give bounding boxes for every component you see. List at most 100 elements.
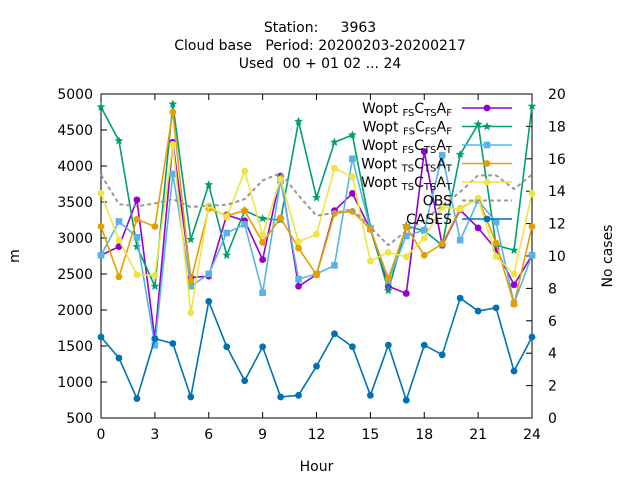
data-point <box>313 271 320 279</box>
data-point <box>402 396 410 404</box>
legend-label: Wopt FSCFSAF <box>363 120 453 138</box>
data-point <box>402 253 410 261</box>
data-point <box>366 257 374 265</box>
data-point <box>151 223 159 230</box>
data-point <box>294 116 303 126</box>
data-point <box>169 141 177 148</box>
data-point <box>259 343 267 351</box>
data-point <box>97 189 105 197</box>
y-tick-label: 2000 <box>57 303 93 319</box>
data-point <box>186 234 196 244</box>
data-point <box>295 244 302 252</box>
data-point <box>97 251 105 259</box>
y2-tick-label: 4 <box>548 346 557 362</box>
data-point <box>455 149 465 159</box>
axis-ticks: 0 3 6 9 12 15 18 21 2450010001500200025003000350… <box>57 87 566 443</box>
y-tick-label: 5000 <box>57 87 93 103</box>
data-point <box>168 99 178 108</box>
data-point <box>259 256 267 263</box>
data-point <box>115 273 123 281</box>
data-point <box>295 282 302 290</box>
data-point <box>312 193 321 202</box>
data-point <box>420 148 428 156</box>
data-point <box>492 253 500 261</box>
data-point <box>492 304 500 312</box>
data-point <box>366 391 374 399</box>
data-point <box>115 236 123 244</box>
data-point <box>492 218 500 226</box>
data-point <box>187 393 195 401</box>
data-point <box>204 180 214 189</box>
data-point <box>483 160 491 167</box>
data-point <box>510 367 518 375</box>
data-point <box>187 309 195 317</box>
data-point <box>438 351 446 359</box>
series-7 <box>97 294 536 404</box>
data-point <box>295 238 302 246</box>
y2-tick-label: 2 <box>548 379 557 395</box>
data-point <box>277 175 284 183</box>
data-point <box>438 240 446 248</box>
data-point <box>528 189 536 197</box>
y2-tick-label: 0 <box>548 411 557 427</box>
legend-entry: Wopt FSCFSAF <box>363 120 512 138</box>
x-tick-label: 3 <box>150 427 159 443</box>
data-point <box>331 330 338 338</box>
data-point <box>187 277 195 285</box>
data-point <box>420 341 428 349</box>
data-point <box>96 102 106 111</box>
y-tick-label: 3000 <box>57 231 93 247</box>
x-axis-label: Hour <box>300 459 334 475</box>
data-point <box>241 221 248 228</box>
data-point <box>528 223 536 230</box>
y2-axis-label: No cases <box>600 225 616 288</box>
data-point <box>420 226 428 234</box>
x-tick-label: 24 <box>523 427 541 443</box>
data-point <box>349 343 356 351</box>
data-point <box>528 333 536 341</box>
data-point <box>474 307 482 315</box>
data-point <box>151 341 159 349</box>
data-point <box>473 119 483 128</box>
data-point <box>483 104 491 112</box>
legend-entry: OBS <box>423 194 512 210</box>
data-point <box>115 354 123 362</box>
data-point <box>331 262 338 269</box>
data-point <box>169 170 177 178</box>
data-point <box>151 335 159 343</box>
legend-entry: Wopt TSCTSAT <box>361 175 512 193</box>
data-point <box>510 270 518 278</box>
data-point <box>438 151 446 159</box>
data-point <box>205 270 213 278</box>
data-point <box>223 213 231 221</box>
data-point <box>259 289 266 297</box>
data-point <box>222 250 232 259</box>
data-point <box>150 281 160 290</box>
legend-label: Wopt FSCTSAF <box>362 101 452 119</box>
x-tick-label: 6 <box>204 427 213 443</box>
x-tick-label: 21 <box>469 427 487 443</box>
series-line <box>100 172 533 247</box>
data-point <box>133 233 141 241</box>
data-point <box>223 343 231 351</box>
x-tick-label: 12 <box>308 427 326 443</box>
data-point <box>402 290 410 297</box>
chart-title: Station: 3963 Cloud base Period: 20200203… <box>174 20 466 72</box>
data-point <box>97 223 105 230</box>
data-point <box>223 229 231 237</box>
data-point <box>313 362 320 370</box>
data-point <box>349 173 356 181</box>
y2-tick-label: 6 <box>548 314 557 330</box>
series-5 <box>97 141 536 317</box>
series-line <box>100 297 533 401</box>
data-point <box>510 300 518 308</box>
data-point <box>384 274 392 282</box>
data-point <box>169 340 177 347</box>
data-point <box>528 251 536 259</box>
data-point <box>132 242 142 251</box>
data-point <box>509 245 519 254</box>
data-point <box>187 282 195 290</box>
data-point <box>348 130 357 139</box>
data-point <box>133 215 141 223</box>
